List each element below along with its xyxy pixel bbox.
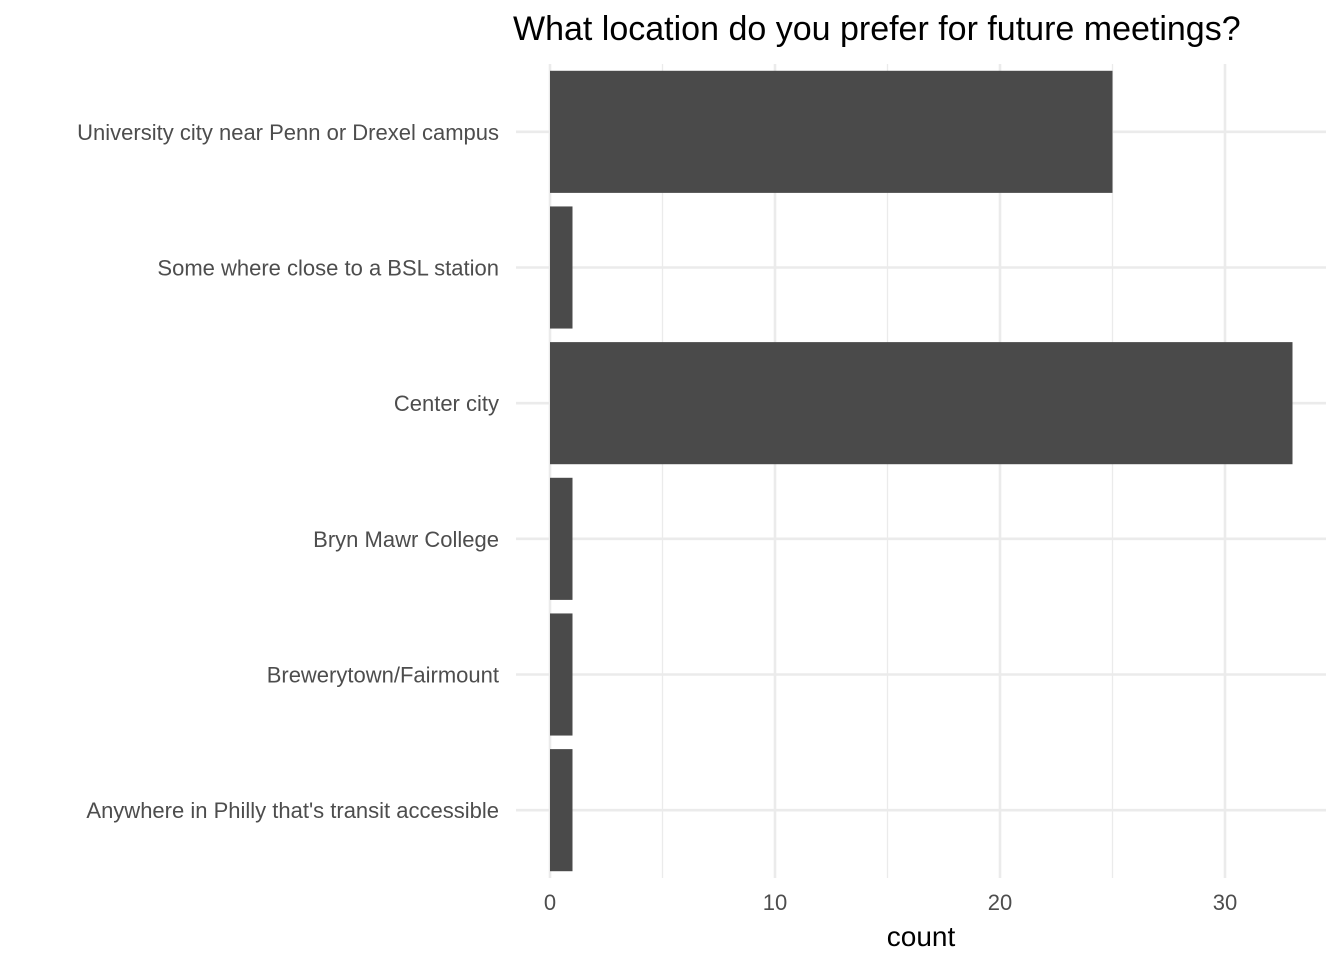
x-tick-label: 10 (763, 890, 787, 915)
bars (550, 70, 1293, 872)
x-axis-title: count (887, 921, 956, 952)
bar (550, 749, 573, 872)
x-tick-labels: 0 10 20 30 (544, 890, 1237, 915)
category-labels: University city near Penn or Drexel camp… (77, 120, 499, 823)
x-tick-label: 0 (544, 890, 556, 915)
x-tick-label: 30 (1213, 890, 1237, 915)
category-label: Brewerytown/Fairmount (267, 663, 499, 688)
bar (550, 206, 573, 329)
bar (550, 613, 573, 736)
category-label: University city near Penn or Drexel camp… (77, 120, 499, 145)
category-label: Anywhere in Philly that's transit access… (86, 798, 499, 823)
bar (550, 477, 573, 600)
category-label: Some where close to a BSL station (157, 256, 499, 281)
category-label: Bryn Mawr College (313, 527, 499, 552)
category-label: Center city (394, 391, 499, 416)
chart-title: What location do you prefer for future m… (513, 10, 1241, 48)
x-tick-label: 20 (988, 890, 1012, 915)
bar (550, 70, 1113, 193)
bar (550, 342, 1293, 465)
